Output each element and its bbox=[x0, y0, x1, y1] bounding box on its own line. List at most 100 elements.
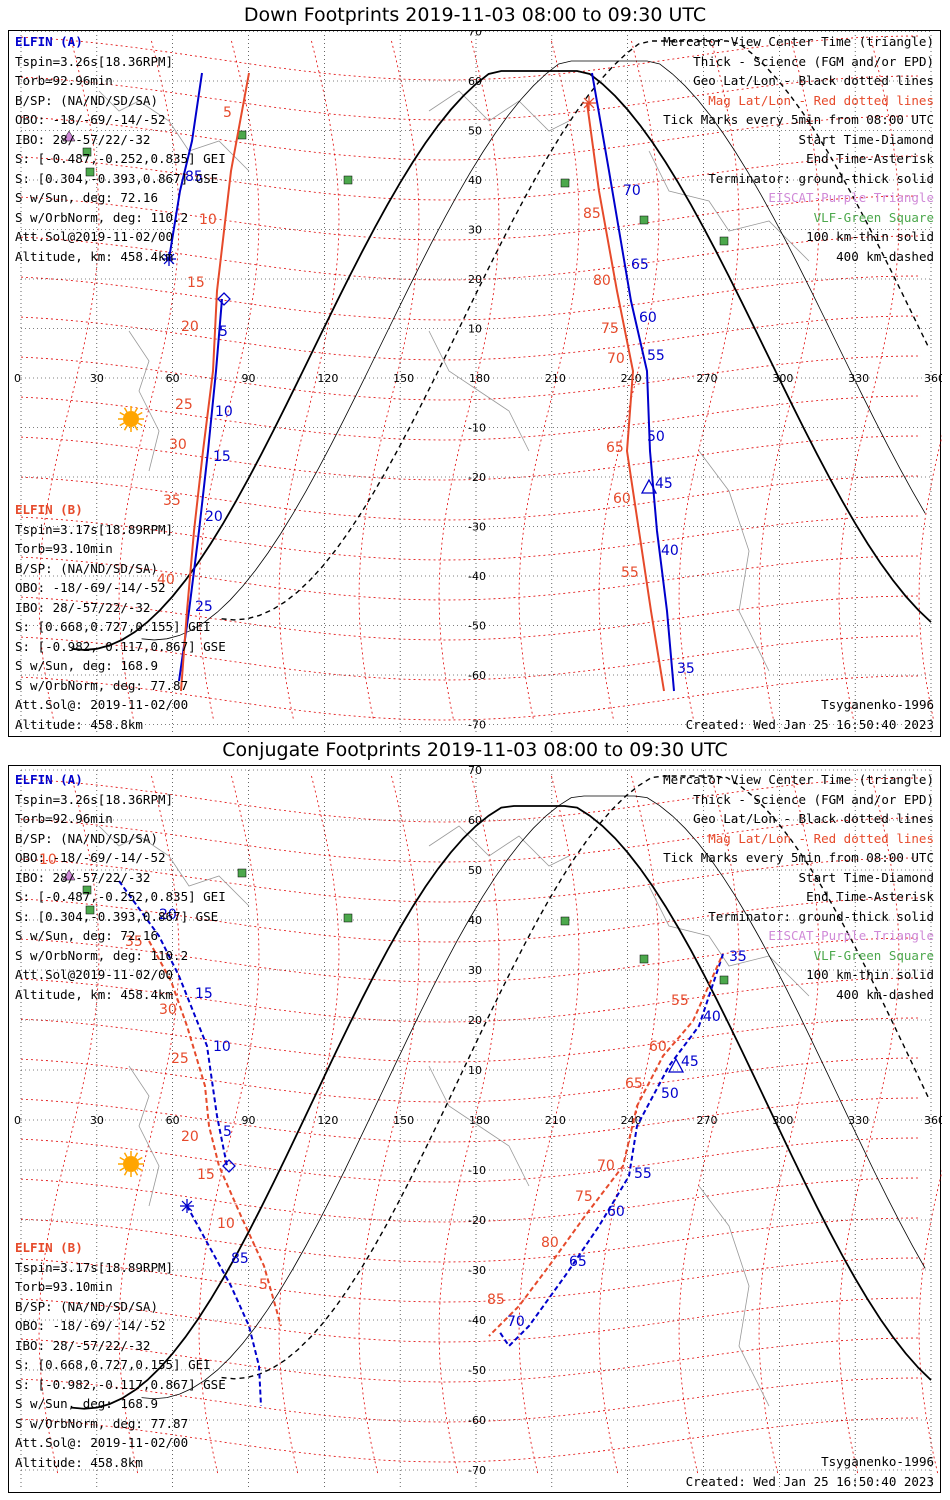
lat-tick-label: -10 bbox=[468, 422, 486, 435]
track-time-label: 30 bbox=[169, 437, 187, 453]
mag-grid-line bbox=[118, 775, 180, 1477]
mag-grid-line bbox=[678, 775, 740, 1477]
lat-tick-label: -20 bbox=[468, 471, 486, 484]
lat-tick-label: -50 bbox=[468, 1364, 486, 1377]
mag-grid-line bbox=[20, 1217, 922, 1263]
legend-line: Mercator View Center Time (triangle) bbox=[663, 34, 934, 49]
legend-line: Mag Lat/Lon - Red dotted lines bbox=[708, 830, 934, 846]
mag-grid-line bbox=[838, 40, 900, 722]
vlf-station-square bbox=[85, 905, 95, 915]
track-time-label: 85 bbox=[487, 1292, 505, 1308]
track-time-label: 10 bbox=[199, 212, 217, 228]
track-time-label: 10 bbox=[217, 1216, 235, 1232]
sun-ray bbox=[119, 422, 125, 427]
mag-grid-line bbox=[278, 775, 340, 1477]
center-triangle-marker bbox=[640, 478, 658, 494]
info-line: S: [-0.487,-0.252,0.835] GEI bbox=[15, 151, 226, 166]
lon-tick-label: 300 bbox=[772, 1114, 793, 1127]
track-time-label: 40 bbox=[157, 572, 175, 588]
track-time-label: 20 bbox=[181, 319, 199, 335]
mag-grid-line bbox=[438, 775, 500, 1477]
center-triangle-marker bbox=[667, 1057, 685, 1073]
track-time-label: 75 bbox=[601, 321, 619, 337]
mag-grid-line bbox=[20, 115, 922, 161]
legend-line: End Time-Asterisk bbox=[806, 151, 934, 166]
track-time-label: 70 bbox=[623, 183, 641, 199]
mag-grid-line bbox=[20, 777, 922, 823]
sun-ray bbox=[123, 425, 128, 431]
info-line: B/SP: (NA/ND/SD/SA) bbox=[15, 1298, 158, 1314]
coastline bbox=[128, 330, 160, 472]
mag-grid-line bbox=[20, 195, 922, 241]
track-time-label: 65 bbox=[569, 1254, 587, 1270]
track-time-label: 10 bbox=[215, 404, 233, 420]
mag-grid-line bbox=[20, 595, 922, 641]
info-line: B/SP: (NA/ND/SD/SA) bbox=[15, 830, 158, 846]
sun-ray bbox=[137, 422, 143, 427]
track-time-label: 75 bbox=[575, 1189, 593, 1205]
track-time-label: 40 bbox=[661, 543, 679, 559]
info-line: B/SP: (NA/ND/SD/SA) bbox=[15, 92, 158, 108]
mag-grid-line bbox=[358, 775, 420, 1477]
elfin-a-track bbox=[498, 953, 724, 1348]
info-line: Tspin=3.17s[18.89RPM] bbox=[15, 521, 174, 537]
sun-ray bbox=[134, 1170, 139, 1176]
mag-grid-line bbox=[358, 40, 420, 722]
coastline bbox=[648, 885, 810, 997]
terminator-100km bbox=[141, 795, 926, 1400]
legend-line: Start Time-Diamond bbox=[798, 131, 934, 147]
lon-tick-label: 90 bbox=[242, 372, 256, 385]
info-line: Att.Sol@: 2019-11-02/00 bbox=[15, 1435, 189, 1450]
lat-tick-label: 60 bbox=[468, 814, 482, 827]
track-time-label: 55 bbox=[647, 348, 665, 364]
mag-grid-line bbox=[918, 434, 942, 722]
track-time-label: 45 bbox=[655, 476, 673, 492]
track-time-label: 35 bbox=[163, 493, 181, 509]
info-line: Att.Sol@2019-11-02/00 bbox=[15, 229, 174, 244]
mag-grid-line bbox=[518, 775, 580, 1477]
terminator-ground bbox=[71, 70, 932, 651]
vlf-station-square bbox=[343, 175, 353, 185]
sun-ray bbox=[119, 1167, 125, 1172]
mag-grid-line bbox=[20, 1017, 922, 1063]
vlf-station-square bbox=[639, 215, 649, 225]
info-line: S: [0.304,-0.393,0.867] GSE bbox=[15, 908, 219, 924]
info-line: ELFIN (B) bbox=[15, 1240, 83, 1255]
lon-tick-label: 210 bbox=[545, 1114, 566, 1127]
lon-tick-label: 330 bbox=[848, 1114, 869, 1127]
mag-grid-line bbox=[20, 857, 922, 903]
model-label: Tsyganenko-1996 bbox=[821, 697, 934, 712]
elfin-a-track bbox=[186, 1205, 262, 1407]
track-time-label: 80 bbox=[593, 273, 611, 289]
mag-grid-line bbox=[518, 40, 580, 722]
vlf-station-square bbox=[719, 236, 729, 246]
track-time-label: 15 bbox=[195, 986, 213, 1002]
lat-tick-label: -30 bbox=[468, 521, 486, 534]
track-time-label: 55 bbox=[634, 1166, 652, 1182]
sun-ray bbox=[134, 1152, 139, 1158]
info-line: IBO: 28/-57/22/-32 bbox=[15, 131, 151, 147]
down-footprints-panel: 70 60 50 40 30 20 10 -10 -20 -30 -40 -50 -60 -70 0 30 60… bbox=[8, 30, 942, 737]
lat-tick-label: -40 bbox=[468, 1314, 486, 1327]
info-line: S w/Sun, deg: 72.16 bbox=[15, 190, 158, 205]
track-time-label: 60 bbox=[613, 491, 631, 507]
lat-tick-label: 40 bbox=[468, 174, 482, 187]
down-footprints-map: 70 60 50 40 30 20 10 -10 -20 -30 -40 -50 -60 -70 0 30 60… bbox=[14, 31, 942, 734]
mag-grid-line bbox=[20, 355, 922, 401]
track-time-label: 10 bbox=[213, 1039, 231, 1055]
track-time-label: 55 bbox=[621, 565, 639, 581]
track-time-label: 65 bbox=[631, 257, 649, 273]
coastline bbox=[428, 330, 530, 452]
info-line: Torb=93.10min bbox=[15, 541, 113, 556]
lon-tick-label: 360 bbox=[924, 372, 942, 385]
lon-tick-label: 360 bbox=[924, 1114, 942, 1127]
lat-tick-label: -60 bbox=[468, 1414, 486, 1427]
coastline bbox=[698, 1185, 770, 1407]
lon-tick-label: 240 bbox=[621, 1114, 642, 1127]
track-time-label: 35 bbox=[677, 661, 695, 677]
legend-line: End Time-Asterisk bbox=[806, 889, 934, 904]
vlf-station-square bbox=[237, 130, 247, 140]
coastline bbox=[698, 450, 770, 672]
track-time-label: 20 bbox=[205, 509, 223, 525]
vlf-station-square bbox=[560, 178, 570, 188]
